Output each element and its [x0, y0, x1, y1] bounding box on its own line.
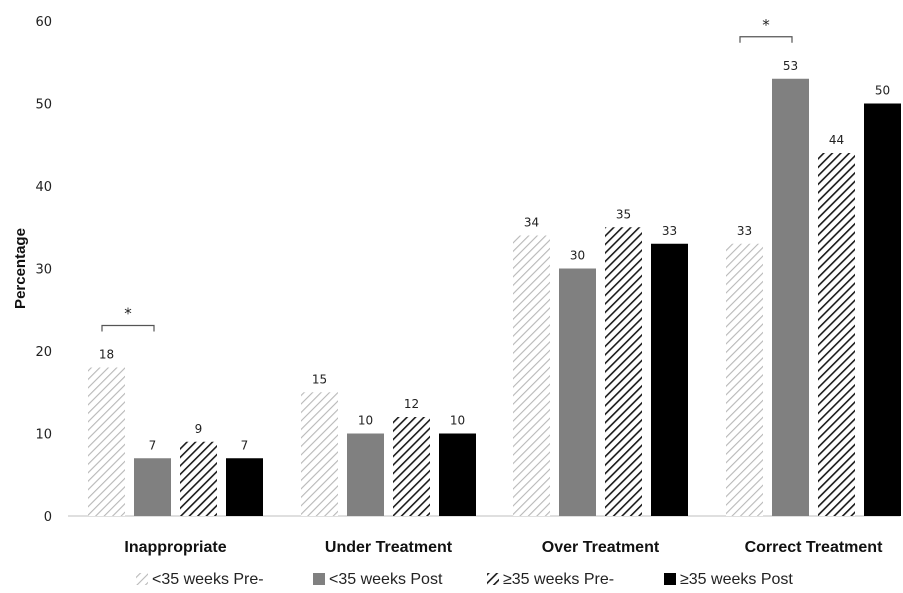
- bars-layer: [88, 78, 901, 516]
- y-tick-label: 60: [35, 15, 52, 30]
- category-label: Correct Treatment: [745, 539, 883, 556]
- bar: [134, 458, 171, 516]
- bar: [88, 367, 125, 516]
- data-label: 9: [195, 422, 203, 436]
- legend-label: <35 weeks Post: [329, 571, 443, 588]
- bar: [301, 392, 338, 516]
- significance-bracket: [739, 36, 793, 43]
- legend-swatch: [664, 573, 676, 585]
- bar: [772, 78, 809, 516]
- y-axis-label: Percentage: [12, 228, 29, 309]
- data-label: 33: [662, 224, 677, 238]
- bar: [818, 153, 855, 516]
- data-label: 18: [99, 348, 114, 362]
- bar: [180, 441, 217, 516]
- y-tick-label: 50: [35, 98, 52, 113]
- legend-label: <35 weeks Pre-: [152, 571, 264, 588]
- category-label: Inappropriate: [124, 539, 226, 556]
- bar: [226, 458, 263, 516]
- significance-star: *: [762, 16, 770, 34]
- legend-item: <35 weeks Pre-: [136, 571, 264, 588]
- bar: [605, 227, 642, 516]
- legend: <35 weeks Pre- <35 weeks Post ≥35 weeks Pr…: [136, 571, 793, 588]
- legend-item: ≥35 weeks Pre-: [487, 571, 614, 588]
- y-tick-label: 40: [35, 180, 52, 195]
- category-label: Under Treatment: [325, 539, 453, 556]
- legend-item: ≥35 weeks Post: [664, 571, 793, 588]
- bar: [559, 268, 596, 516]
- legend-swatch: [136, 573, 148, 585]
- y-tick-label: 10: [35, 428, 52, 443]
- data-label: 44: [829, 133, 844, 147]
- data-label: 34: [524, 216, 539, 230]
- data-label: 10: [358, 414, 373, 428]
- data-label: 53: [783, 59, 798, 73]
- legend-item: <35 weeks Post: [313, 571, 443, 588]
- legend-label: ≥35 weeks Pre-: [503, 571, 614, 588]
- bar: [439, 433, 476, 516]
- bar: [347, 433, 384, 516]
- legend-swatch: [487, 573, 499, 585]
- data-label: 50: [875, 84, 890, 98]
- data-label: 7: [241, 438, 249, 452]
- y-tick-label: 20: [35, 345, 52, 360]
- bar: [726, 243, 763, 516]
- data-label: 30: [570, 249, 585, 263]
- data-label: 35: [616, 207, 631, 221]
- data-label: 12: [404, 397, 419, 411]
- bar: [864, 103, 901, 516]
- legend-label: ≥35 weeks Post: [680, 571, 793, 588]
- legend-swatch: [313, 573, 325, 585]
- bar: [513, 235, 550, 516]
- y-tick-label: 0: [44, 510, 52, 525]
- data-label: 7: [149, 438, 157, 452]
- data-label: 15: [312, 372, 327, 386]
- data-label: 10: [450, 414, 465, 428]
- significance-bracket: [101, 324, 155, 332]
- bar: [651, 243, 688, 516]
- bar: [393, 417, 430, 516]
- y-tick-label: 30: [35, 263, 52, 278]
- significance-star: *: [124, 305, 132, 323]
- labels-layer: 18 15 34 33 7 10 30 53 9 12 35 44 7 10 33 50 Inappropria…: [99, 16, 890, 556]
- data-label: 33: [737, 224, 752, 238]
- category-label: Over Treatment: [542, 539, 660, 556]
